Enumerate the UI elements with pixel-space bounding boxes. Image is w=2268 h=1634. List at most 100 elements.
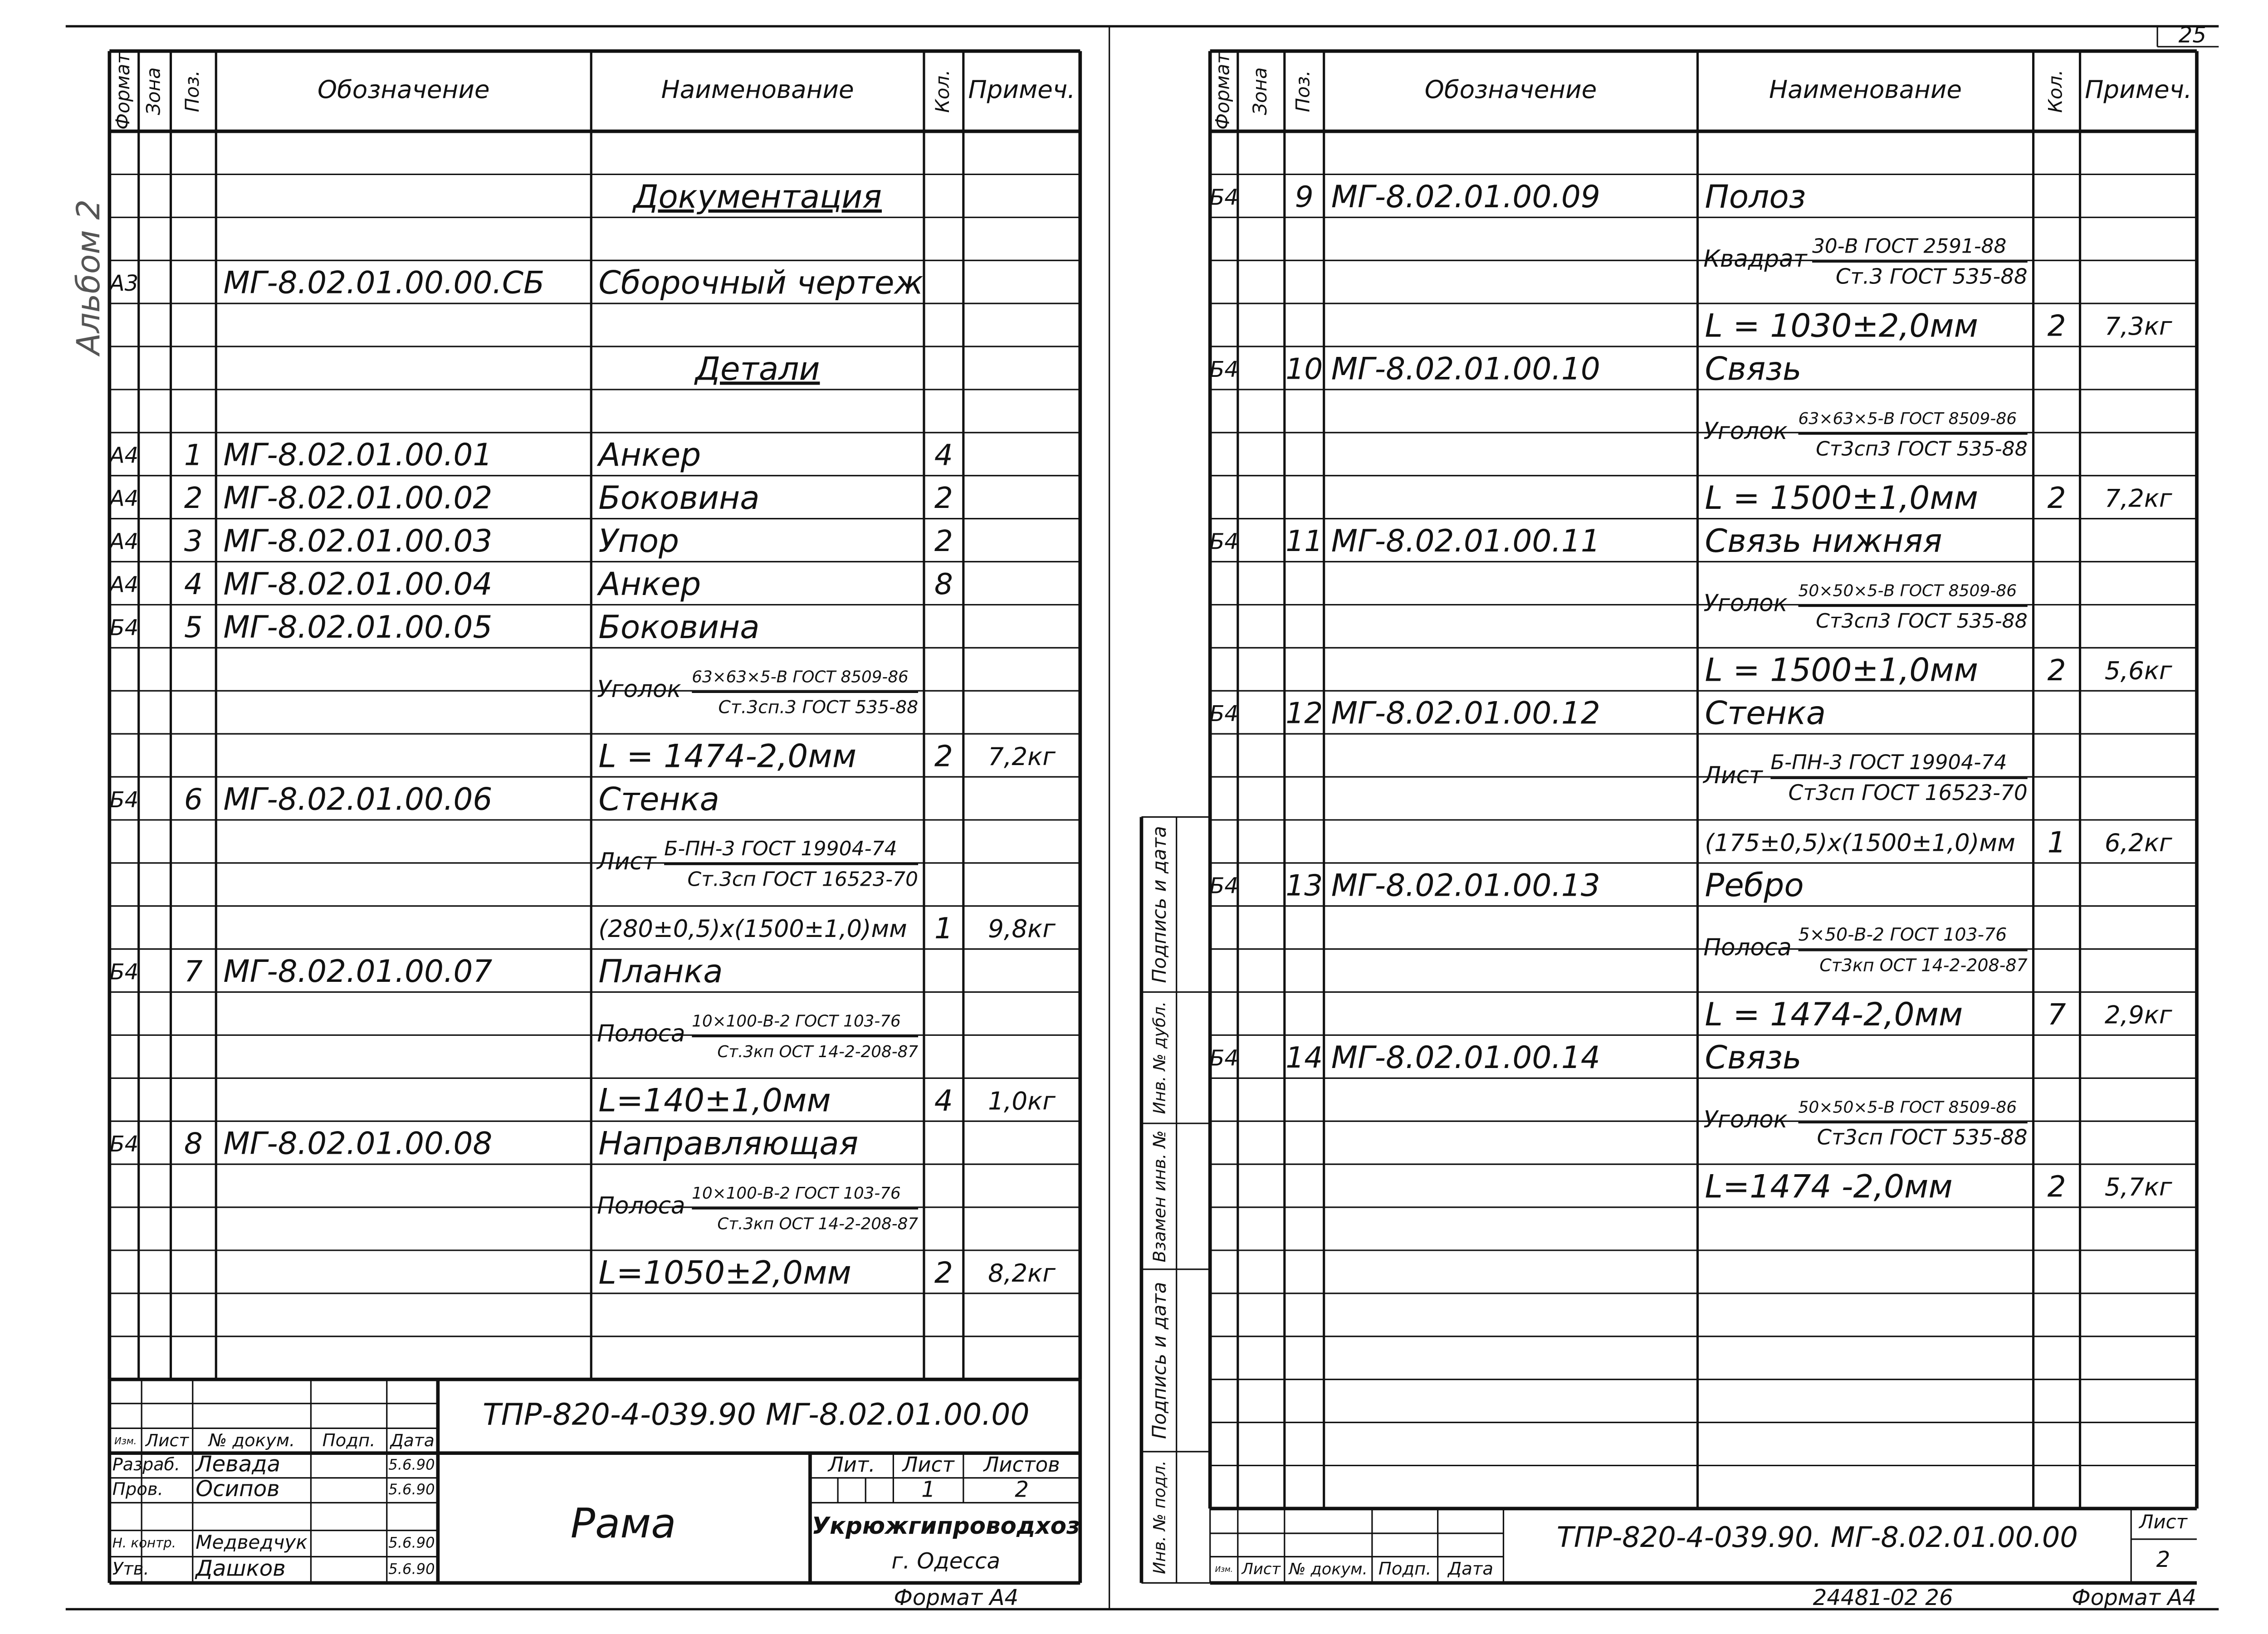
quantity: 2 xyxy=(934,524,953,558)
item-name: L=1050±2,0мм xyxy=(598,1254,851,1291)
note: 9,8кг xyxy=(988,914,1056,943)
signer: Медведчук xyxy=(196,1531,308,1553)
quantity: 2 xyxy=(2048,309,2066,343)
quantity: 2 xyxy=(2048,654,2066,688)
material: Уголок xyxy=(597,676,681,703)
position: 4 xyxy=(184,567,203,601)
note: 5,7кг xyxy=(2105,1172,2172,1201)
city: г. Одесса xyxy=(891,1548,1000,1574)
material: Уголок xyxy=(1703,590,1787,617)
sheet-number: 1 xyxy=(921,1477,935,1502)
format: Б4 xyxy=(1209,873,1238,899)
designation: МГ-8.02.01.00.10 xyxy=(1331,351,1600,386)
material-spec: 5×50-В-2 ГОСТ 103-76 xyxy=(1799,924,2007,945)
page-number: 25 xyxy=(2179,22,2206,48)
format: Б4 xyxy=(1209,357,1238,382)
column-header: Формат xyxy=(1212,52,1234,130)
designation: МГ-8.02.01.00.04 xyxy=(223,566,492,602)
material-spec: 50×50×5-В ГОСТ 8509-86 xyxy=(1799,581,2017,600)
item-name: L=1474 -2,0мм xyxy=(1705,1168,1953,1205)
item-name: Сборочный чертеж xyxy=(598,264,923,302)
sheet-label: Лист xyxy=(2138,1511,2188,1533)
date: 5.6.90 xyxy=(388,1534,435,1551)
designation: МГ-8.02.01.00.00.СБ xyxy=(223,265,544,301)
position: 3 xyxy=(184,524,203,558)
material: Полоса xyxy=(597,1020,685,1047)
title-label: Изм. xyxy=(114,1435,137,1446)
item-name: Анкер xyxy=(596,565,701,603)
note: 5,6кг xyxy=(2105,656,2172,685)
position: 14 xyxy=(1286,1041,1323,1075)
position: 10 xyxy=(1286,352,1323,386)
quantity: 4 xyxy=(934,1084,953,1118)
item-name: L = 1474-2,0мм xyxy=(598,737,856,775)
item-name: L = 1500±1,0мм xyxy=(1705,651,1978,689)
column-header: Кол. xyxy=(2044,69,2067,112)
title-label: Дата xyxy=(389,1430,434,1450)
document-designation: ТПР-820-4-039.90. МГ-8.02.01.00.00 xyxy=(1557,1521,2078,1554)
material: Лист xyxy=(596,848,657,875)
format: А3 xyxy=(108,271,139,296)
item-name: Связь xyxy=(1705,350,1802,387)
format: А4 xyxy=(108,529,139,555)
column-header: Примеч. xyxy=(2085,75,2192,104)
item-name: Полоз xyxy=(1705,178,1806,215)
column-header: Кол. xyxy=(931,69,953,112)
sheet-format: Формат А4 xyxy=(894,1585,1018,1610)
designation: МГ-8.02.01.00.14 xyxy=(1331,1039,1600,1075)
column-header: Наименование xyxy=(1769,75,1962,104)
item-name: L = 1500±1,0мм xyxy=(1705,479,1978,517)
material-spec: Б-ПН-3 ГОСТ 19904-74 xyxy=(664,837,897,860)
sheet-format: Формат А4 xyxy=(2072,1585,2196,1610)
organization: Укрюжгипроводхоз xyxy=(811,1512,1080,1540)
material-spec: 10×100-В-2 ГОСТ 103-76 xyxy=(692,1184,900,1203)
item-name: Упор xyxy=(598,522,679,560)
format: Б4 xyxy=(1209,701,1238,727)
title-label: Лист xyxy=(1242,1560,1281,1578)
position: 6 xyxy=(184,783,203,817)
designation: МГ-8.02.01.00.12 xyxy=(1331,695,1600,731)
quantity: 2 xyxy=(2048,481,2066,515)
signer: Левада xyxy=(195,1451,280,1477)
designation: МГ-8.02.01.00.11 xyxy=(1331,523,1600,559)
material-grade: Ст3сп ГОСТ 16523-70 xyxy=(1788,780,2027,805)
position: 2 xyxy=(184,481,203,515)
column-header: Формат xyxy=(112,52,134,130)
stage-label: Лит. xyxy=(827,1453,875,1477)
format: Б4 xyxy=(1209,1045,1238,1071)
role: Пров. xyxy=(112,1479,163,1500)
quantity: 1 xyxy=(2048,825,2066,859)
material-grade: Ст3сп3 ГОСТ 535-88 xyxy=(1816,610,2028,633)
format: А4 xyxy=(108,572,139,597)
document-designation: ТПР-820-4-039.90 МГ-8.02.01.00.00 xyxy=(483,1397,1029,1432)
column-header: Обозначение xyxy=(1425,75,1597,104)
section-title: Детали xyxy=(694,350,820,387)
note: 1,0кг xyxy=(988,1086,1056,1115)
date: 5.6.90 xyxy=(388,1481,435,1498)
title-label: № докум. xyxy=(208,1430,295,1451)
item-name: Боковина xyxy=(598,608,759,646)
position: 7 xyxy=(184,955,203,989)
role: Н. контр. xyxy=(112,1535,176,1551)
format: Б4 xyxy=(110,960,139,985)
material: Лист xyxy=(1702,762,1763,789)
stage-label: Листов xyxy=(982,1453,1060,1477)
material: Уголок xyxy=(1703,1106,1787,1133)
item-name: Направляющая xyxy=(598,1125,858,1162)
quantity: 1 xyxy=(934,912,953,946)
position: 12 xyxy=(1286,697,1323,731)
archive-code: 24481-02 26 xyxy=(1813,1585,1953,1610)
format: А4 xyxy=(108,443,139,468)
role: Утв. xyxy=(112,1559,149,1579)
format: Б4 xyxy=(1209,185,1238,210)
designation: МГ-8.02.01.00.07 xyxy=(223,953,492,989)
designation: МГ-8.02.01.00.02 xyxy=(223,480,492,516)
material-grade: Ст.3 ГОСТ 535-88 xyxy=(1836,264,2028,289)
column-header: Обозначение xyxy=(318,75,490,104)
stage-label: Лист xyxy=(902,1453,955,1477)
format: Б4 xyxy=(110,1132,139,1157)
format: Б4 xyxy=(110,615,139,640)
item-name: Анкер xyxy=(596,436,701,473)
designation: МГ-8.02.01.00.03 xyxy=(223,523,492,559)
item-name: (175±0,5)х(1500±1,0)мм xyxy=(1705,829,2015,857)
